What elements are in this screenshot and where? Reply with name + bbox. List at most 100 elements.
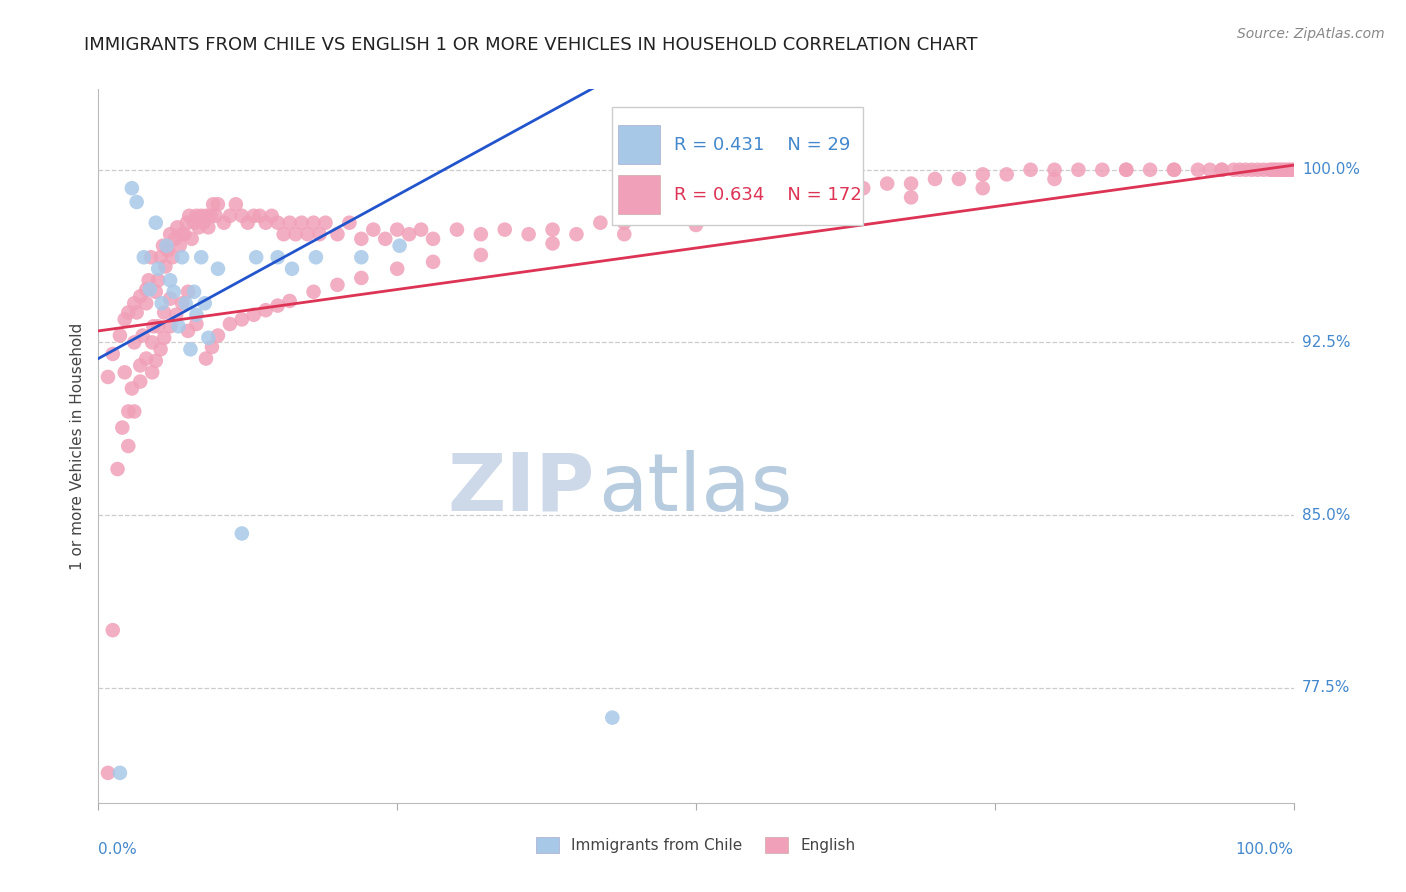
Point [121,381,143,395]
Point [302,216,325,230]
Point [876,177,898,191]
Point [194,296,217,310]
Point [132,250,155,264]
Point [207,261,229,276]
Point [1234,162,1257,177]
Point [172,227,194,242]
Point [124,296,146,310]
Point [273,227,295,242]
Point [756,209,779,223]
Point [108,328,131,343]
Point [613,216,636,230]
Point [197,331,219,345]
Text: 77.5%: 77.5% [1302,681,1350,695]
Point [245,250,267,264]
Point [177,285,200,299]
Point [163,232,186,246]
Point [114,312,136,326]
Text: 100.0%: 100.0% [1236,842,1294,856]
Point [685,204,707,219]
Point [190,250,212,264]
Point [142,319,165,334]
Point [159,292,181,306]
Point [139,283,162,297]
Point [470,227,492,242]
Point [363,222,385,236]
Point [156,244,179,258]
Point [111,420,134,434]
Point [114,365,136,379]
Point [187,220,209,235]
Point [1043,162,1066,177]
Point [159,319,181,334]
Point [207,197,229,211]
Point [231,312,253,326]
Point [124,404,146,418]
Point [1163,162,1185,177]
Point [305,250,328,264]
Point [541,236,564,251]
Point [149,343,172,357]
Point [202,197,225,211]
Point [186,209,208,223]
Point [200,209,222,223]
Point [709,204,731,219]
Point [117,404,139,418]
Point [167,319,190,334]
Point [661,209,683,223]
Point [101,623,124,637]
Point [281,261,304,276]
Point [148,261,170,276]
Point [131,328,153,343]
Point [1115,162,1137,177]
Point [148,273,170,287]
FancyBboxPatch shape [613,107,863,225]
Point [204,209,226,223]
Point [155,238,177,252]
Point [1265,162,1288,177]
Point [613,227,636,242]
Point [1091,162,1114,177]
Point [1139,162,1161,177]
Point [231,209,253,223]
Point [995,167,1018,181]
Point [267,250,290,264]
Point [254,303,277,318]
Point [1247,162,1270,177]
Bar [619,175,661,214]
Point [1268,162,1291,177]
Point [1043,172,1066,186]
Text: 100.0%: 100.0% [1302,162,1360,178]
Point [225,197,247,211]
Point [148,319,170,334]
Y-axis label: 1 or more Vehicles in Household: 1 or more Vehicles in Household [70,322,86,570]
Point [1263,162,1285,177]
Point [374,232,396,246]
Point [129,289,152,303]
Text: atlas: atlas [598,450,793,528]
Point [350,250,373,264]
Point [470,248,492,262]
Point [165,308,187,322]
Point [141,365,163,379]
Point [350,271,373,285]
Point [97,765,120,780]
Point [129,359,152,373]
Point [236,216,259,230]
Point [1282,162,1305,177]
Point [117,305,139,319]
Point [756,194,779,209]
Point [162,250,184,264]
Point [201,340,224,354]
Point [193,216,215,230]
Point [1067,162,1090,177]
Point [315,216,337,230]
Point [385,222,409,236]
Point [260,209,283,223]
Point [284,227,307,242]
Point [125,194,148,209]
Legend: Immigrants from Chile, English: Immigrants from Chile, English [530,831,862,859]
Point [339,216,361,230]
Point [135,296,157,310]
Point [125,305,148,319]
